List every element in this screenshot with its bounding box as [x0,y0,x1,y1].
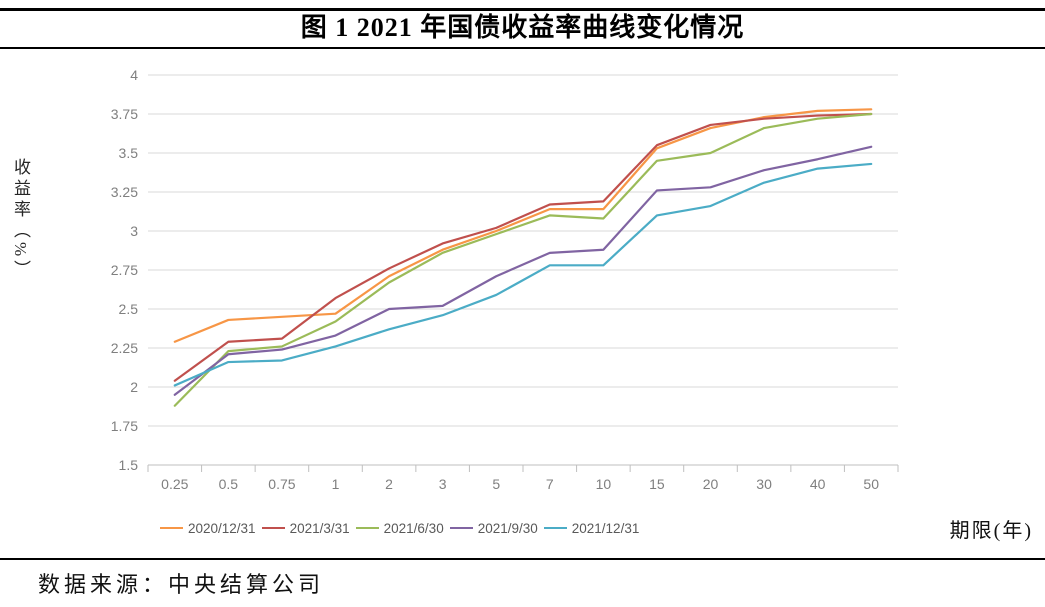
x-tick-label: 0.5 [219,476,239,492]
legend-line-swatch [449,527,473,529]
legend-line-swatch [543,527,567,529]
top-border-rule [0,8,1045,11]
x-tick-label: 3 [439,476,447,492]
x-axis: 0.25 0.5 0.75 1 2 3 5 7 10 15 20 30 40 50 [147,464,899,492]
x-tick-label: 2 [385,476,393,492]
figure-title: 图 1 2021 年国债收益率曲线变化情况 [300,13,745,42]
y-tick-label: 4 [130,67,138,83]
y-tick-label: 2.25 [111,340,138,356]
legend-line-swatch [355,527,379,529]
x-tick-label: 5 [492,476,500,492]
series-line-2021-6-30 [173,112,873,407]
y-tick-label: 3.5 [119,145,139,161]
x-tick-label: 7 [546,476,554,492]
x-tick-label: 10 [596,476,612,492]
series-line-2021-9-30 [173,145,873,396]
series-line-2021-3-31 [173,112,873,382]
y-tick-label: 2.75 [111,262,138,278]
legend-line-swatch [160,527,183,529]
gridlines [148,74,898,466]
y-tick-label: 1.5 [119,457,139,473]
legend-item-2020-12-31: 2020/12/31 [160,521,256,536]
y-tick-labels: 1.5 1.75 2 2.25 2.5 2.75 3 3.25 3.5 3.75 4 [111,67,138,473]
x-tick-label: 50 [863,476,879,492]
x-tick-label: 1 [332,476,340,492]
y-tick-label: 1.75 [111,418,138,434]
data-source: 数据来源：中央结算公司 [38,572,325,597]
legend-label: 2021/9/30 [477,520,538,536]
y-tick-label: 3.25 [111,184,138,200]
bottom-border-rule [0,558,1045,560]
y-tick-label: 2.5 [119,301,139,317]
title-bottom-rule [0,47,1045,49]
legend-label: 2021/12/31 [571,520,640,536]
chart-legend: 2020/12/31 2021/3/31 2021/6/30 2021/9/30 202… [160,517,645,539]
series-line-2021-12-31 [173,162,873,387]
legend-label: 2021/3/31 [289,520,350,536]
x-tick-label: 20 [703,476,719,492]
legend-item-2021-3-31: 2021/3/31 [261,520,350,536]
y-tick-label: 3.75 [111,106,138,122]
legend-item-2021-12-31: 2021/12/31 [543,520,640,536]
x-axis-title: 期限(年) [949,520,1033,542]
x-tick-label: 0.25 [161,476,188,492]
x-tick-label: 30 [756,476,772,492]
legend-line-swatch [261,527,285,529]
y-tick-label: 3 [130,223,138,239]
legend-item-2021-9-30: 2021/9/30 [449,520,538,536]
legend-item-2021-6-30: 2021/6/30 [355,520,444,536]
x-tick-label: 15 [649,476,665,492]
y-axis-title: 收益率（%） [11,158,30,282]
y-tick-label: 2 [130,379,138,395]
legend-label: 2021/6/30 [383,520,444,536]
legend-label: 2020/12/31 [188,520,256,536]
x-tick-label: 40 [810,476,826,492]
x-tick-label: 0.75 [268,476,295,492]
